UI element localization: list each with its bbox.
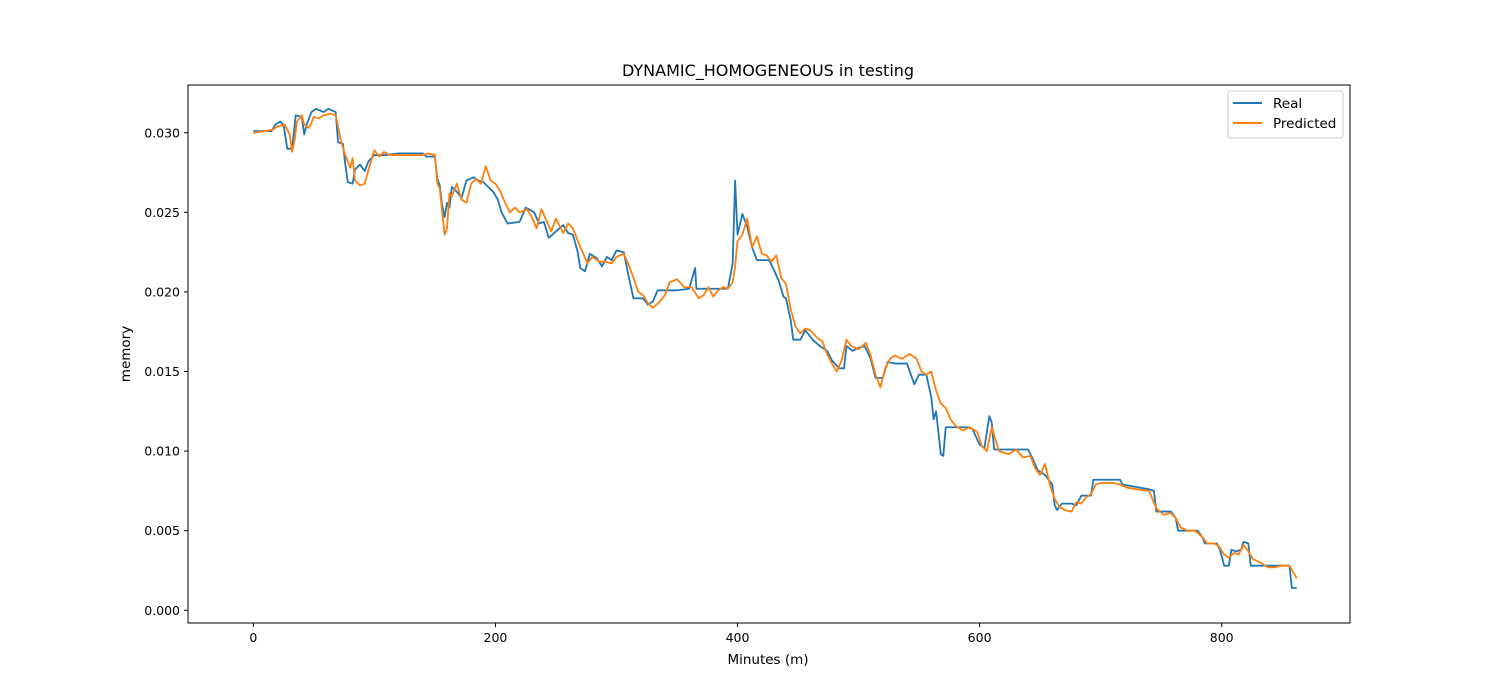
x-axis: 0 200 400 600 800 <box>249 623 1234 645</box>
legend-label-predicted: Predicted <box>1273 116 1336 132</box>
series-group <box>253 107 1298 589</box>
x-tick-label: 400 <box>726 630 750 645</box>
plot-area <box>187 84 1351 624</box>
y-tick-label: 0.020 <box>144 284 180 299</box>
y-tick-label: 0.010 <box>144 444 180 459</box>
y-axis: 0.000 0.005 0.010 0.015 0.020 0.025 0.030 <box>144 125 188 618</box>
x-tick-label: 600 <box>968 630 992 645</box>
x-tick-label: 0 <box>249 630 257 645</box>
legend: Real Predicted <box>1227 90 1344 139</box>
y-tick-label: 0.005 <box>144 523 180 538</box>
chart-title: DYNAMIC_HOMOGENEOUS in testing <box>622 61 914 81</box>
plot-frame <box>187 84 1351 624</box>
legend-label-real: Real <box>1273 96 1302 112</box>
x-tick-label: 200 <box>484 630 508 645</box>
x-axis-label: Minutes (m) <box>727 652 808 668</box>
y-tick-label: 0.025 <box>144 205 180 220</box>
x-tick-label: 800 <box>1210 630 1234 645</box>
plot-background <box>188 85 1350 623</box>
series-line-predicted <box>253 112 1298 579</box>
y-axis-label: memory <box>118 326 134 382</box>
y-tick-label: 0.015 <box>144 364 180 379</box>
y-tick-label: 0.000 <box>144 603 180 618</box>
y-tick-label: 0.030 <box>144 125 180 140</box>
